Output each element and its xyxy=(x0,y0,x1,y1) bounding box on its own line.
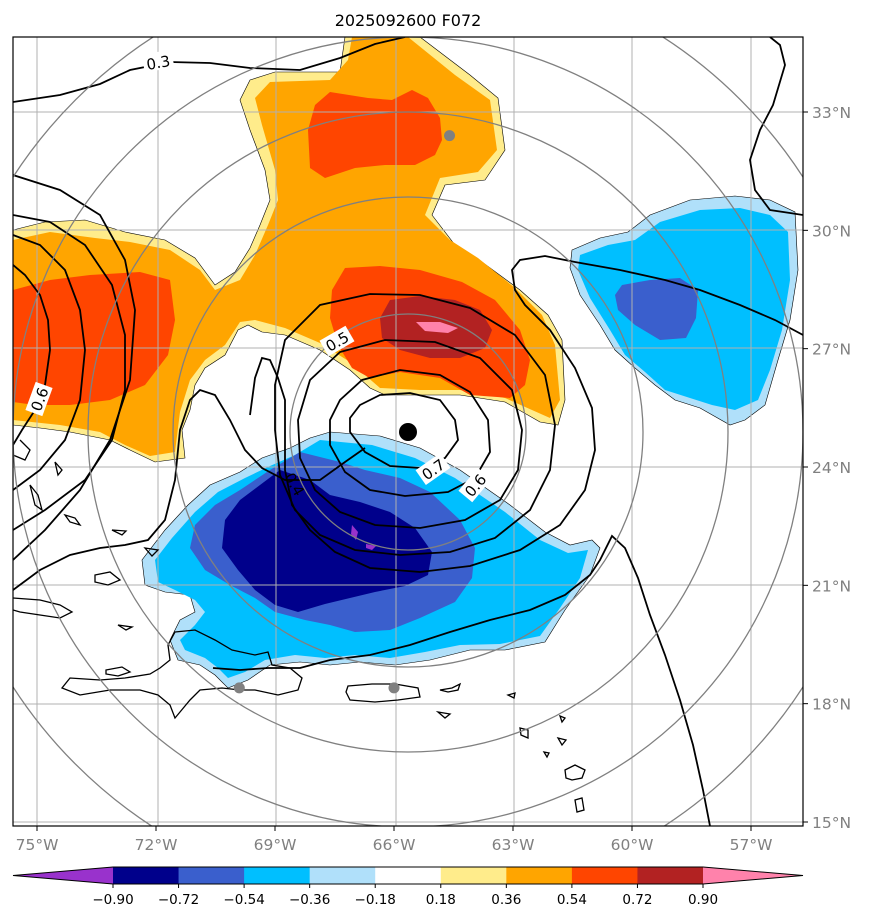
contour-inner-0-7 xyxy=(349,392,459,469)
contour-0-4-center xyxy=(249,255,803,573)
range-ring-1 xyxy=(289,313,527,551)
colorbar-bin xyxy=(506,867,573,884)
contour-0-4-west xyxy=(13,214,126,531)
colorbar-bin xyxy=(375,867,442,884)
longitude-ticks: 75°W 72°W 69°W 66°W 63°W 60°W 57°W xyxy=(16,826,773,854)
colorbar-bin xyxy=(571,867,638,884)
coast-turks xyxy=(117,624,135,631)
lat-tick-label: 30°N xyxy=(812,222,851,240)
map-title: 2025092600 F072 xyxy=(335,11,482,30)
lat-tick-label: 18°N xyxy=(812,696,851,714)
colorbar-tick-label: −0.54 xyxy=(223,892,264,908)
coast-bahamas-1 xyxy=(94,571,122,586)
colorbar-tick-label: 0.72 xyxy=(622,892,652,908)
contour-label-bg-0-7 xyxy=(415,453,451,485)
lon-tick-label: 60°W xyxy=(611,836,654,854)
lon-tick-label: 63°W xyxy=(492,836,535,854)
coast-lesser-antilles-2 xyxy=(439,682,462,693)
contour-0-6-west xyxy=(13,264,51,446)
coast-lesser-antilles-3 xyxy=(506,692,516,699)
fill-neg-054-east xyxy=(615,278,698,340)
coast-lesser-antilles-7 xyxy=(558,714,567,724)
coast-bahamas-3 xyxy=(111,529,128,536)
coast-hispaniola xyxy=(60,629,303,720)
contour-0-5-west xyxy=(13,234,86,491)
colorbar-bin xyxy=(440,867,507,884)
lat-tick-label: 24°N xyxy=(812,459,851,477)
contours xyxy=(13,37,803,826)
coast-cape-hatteras xyxy=(13,439,31,461)
contour-0-3-west xyxy=(13,174,136,561)
fill-pos-090-central xyxy=(416,322,458,333)
range-rings xyxy=(13,37,803,826)
colorbar-extend-high xyxy=(703,867,803,884)
colorbar-bin xyxy=(637,867,704,884)
coastlines xyxy=(13,439,586,813)
coast-bahamas-6 xyxy=(54,461,63,477)
colorbar-bin xyxy=(113,867,180,884)
colorbar: −0.90 −0.72 −0.54 −0.36 −0.18 0.18 0.36 0.54 0.7… xyxy=(12,866,804,908)
storm-center-marker xyxy=(399,423,417,441)
coast-bahamas-2 xyxy=(143,547,160,557)
contour-0-5-center xyxy=(274,293,556,556)
contour-label-bg-0-6-west xyxy=(25,381,53,417)
station-marker-2 xyxy=(233,682,245,694)
positive-anomaly-fill xyxy=(13,37,566,463)
lat-tick-label: 21°N xyxy=(812,577,851,595)
coast-jamaica xyxy=(105,666,132,677)
range-ring-3 xyxy=(87,111,729,753)
coast-bahamas-5 xyxy=(29,484,44,512)
fill-neg-072-south xyxy=(222,470,432,612)
station-marker-1 xyxy=(444,130,456,142)
colorbar-tick-label: 0.90 xyxy=(688,892,718,908)
station-marker-3 xyxy=(388,682,400,694)
negative-anomaly-fill xyxy=(141,195,799,689)
colorbar-tick-label: −0.90 xyxy=(92,892,133,908)
colorbar-tick-label: −0.36 xyxy=(289,892,330,908)
contour-0-2-west xyxy=(13,388,366,591)
lon-tick-label: 66°W xyxy=(373,836,416,854)
contour-0-2-northeast xyxy=(749,37,803,216)
lat-tick-label: 33°N xyxy=(812,104,851,122)
coast-lesser-antilles-5 xyxy=(556,736,568,747)
contour-label-0-3: 0.3 xyxy=(145,52,172,74)
fill-neg-090-south xyxy=(351,525,358,540)
lon-tick-label: 57°W xyxy=(730,836,773,854)
lon-tick-label: 72°W xyxy=(135,836,178,854)
station-markers xyxy=(233,130,456,694)
colorbar-tick-label: 0.36 xyxy=(491,892,521,908)
lon-tick-label: 75°W xyxy=(16,836,59,854)
contour-label-bg-0-6 xyxy=(458,467,492,503)
coast-puerto-rico xyxy=(345,683,421,703)
map-frame xyxy=(12,36,804,827)
map-area: 0.3 0.5 0.6 0.7 0.6 0.4 xyxy=(13,37,803,826)
lon-tick-label: 69°W xyxy=(254,836,297,854)
contour-label-bg-0-5 xyxy=(319,325,355,357)
colorbar-tick-label: 0.54 xyxy=(557,892,587,908)
colorbar-tick-label: 0.18 xyxy=(426,892,456,908)
contour-0-3 xyxy=(13,37,406,103)
range-ring-2 xyxy=(172,196,644,668)
colorbar-bin xyxy=(244,867,311,884)
latitude-ticks: 33°N 30°N 27°N 24°N 21°N 18°N 15°N xyxy=(803,104,851,832)
coast-dominica xyxy=(574,797,585,813)
colorbar-bin xyxy=(309,867,376,884)
coast-cuba-east xyxy=(13,597,74,619)
coast-lesser-antilles-1 xyxy=(435,710,452,719)
coast-guadeloupe xyxy=(564,764,586,781)
colorbar-tick-label: −0.18 xyxy=(355,892,396,908)
lat-tick-label: 27°N xyxy=(812,341,851,359)
contour-0-6-center xyxy=(297,339,523,529)
contour-labels: 0.3 0.5 0.6 0.7 0.6 0.4 xyxy=(25,49,492,503)
coast-lesser-antilles-6 xyxy=(542,751,550,759)
colorbar-bin xyxy=(178,867,245,884)
colorbar-extend-low xyxy=(13,867,113,884)
colorbar-tick-label: −0.72 xyxy=(158,892,199,908)
coast-bahamas-4 xyxy=(63,513,82,527)
contour-0-2-south xyxy=(212,534,711,826)
lat-tick-label: 15°N xyxy=(812,814,851,832)
contour-label-bg-0-3 xyxy=(141,49,175,73)
